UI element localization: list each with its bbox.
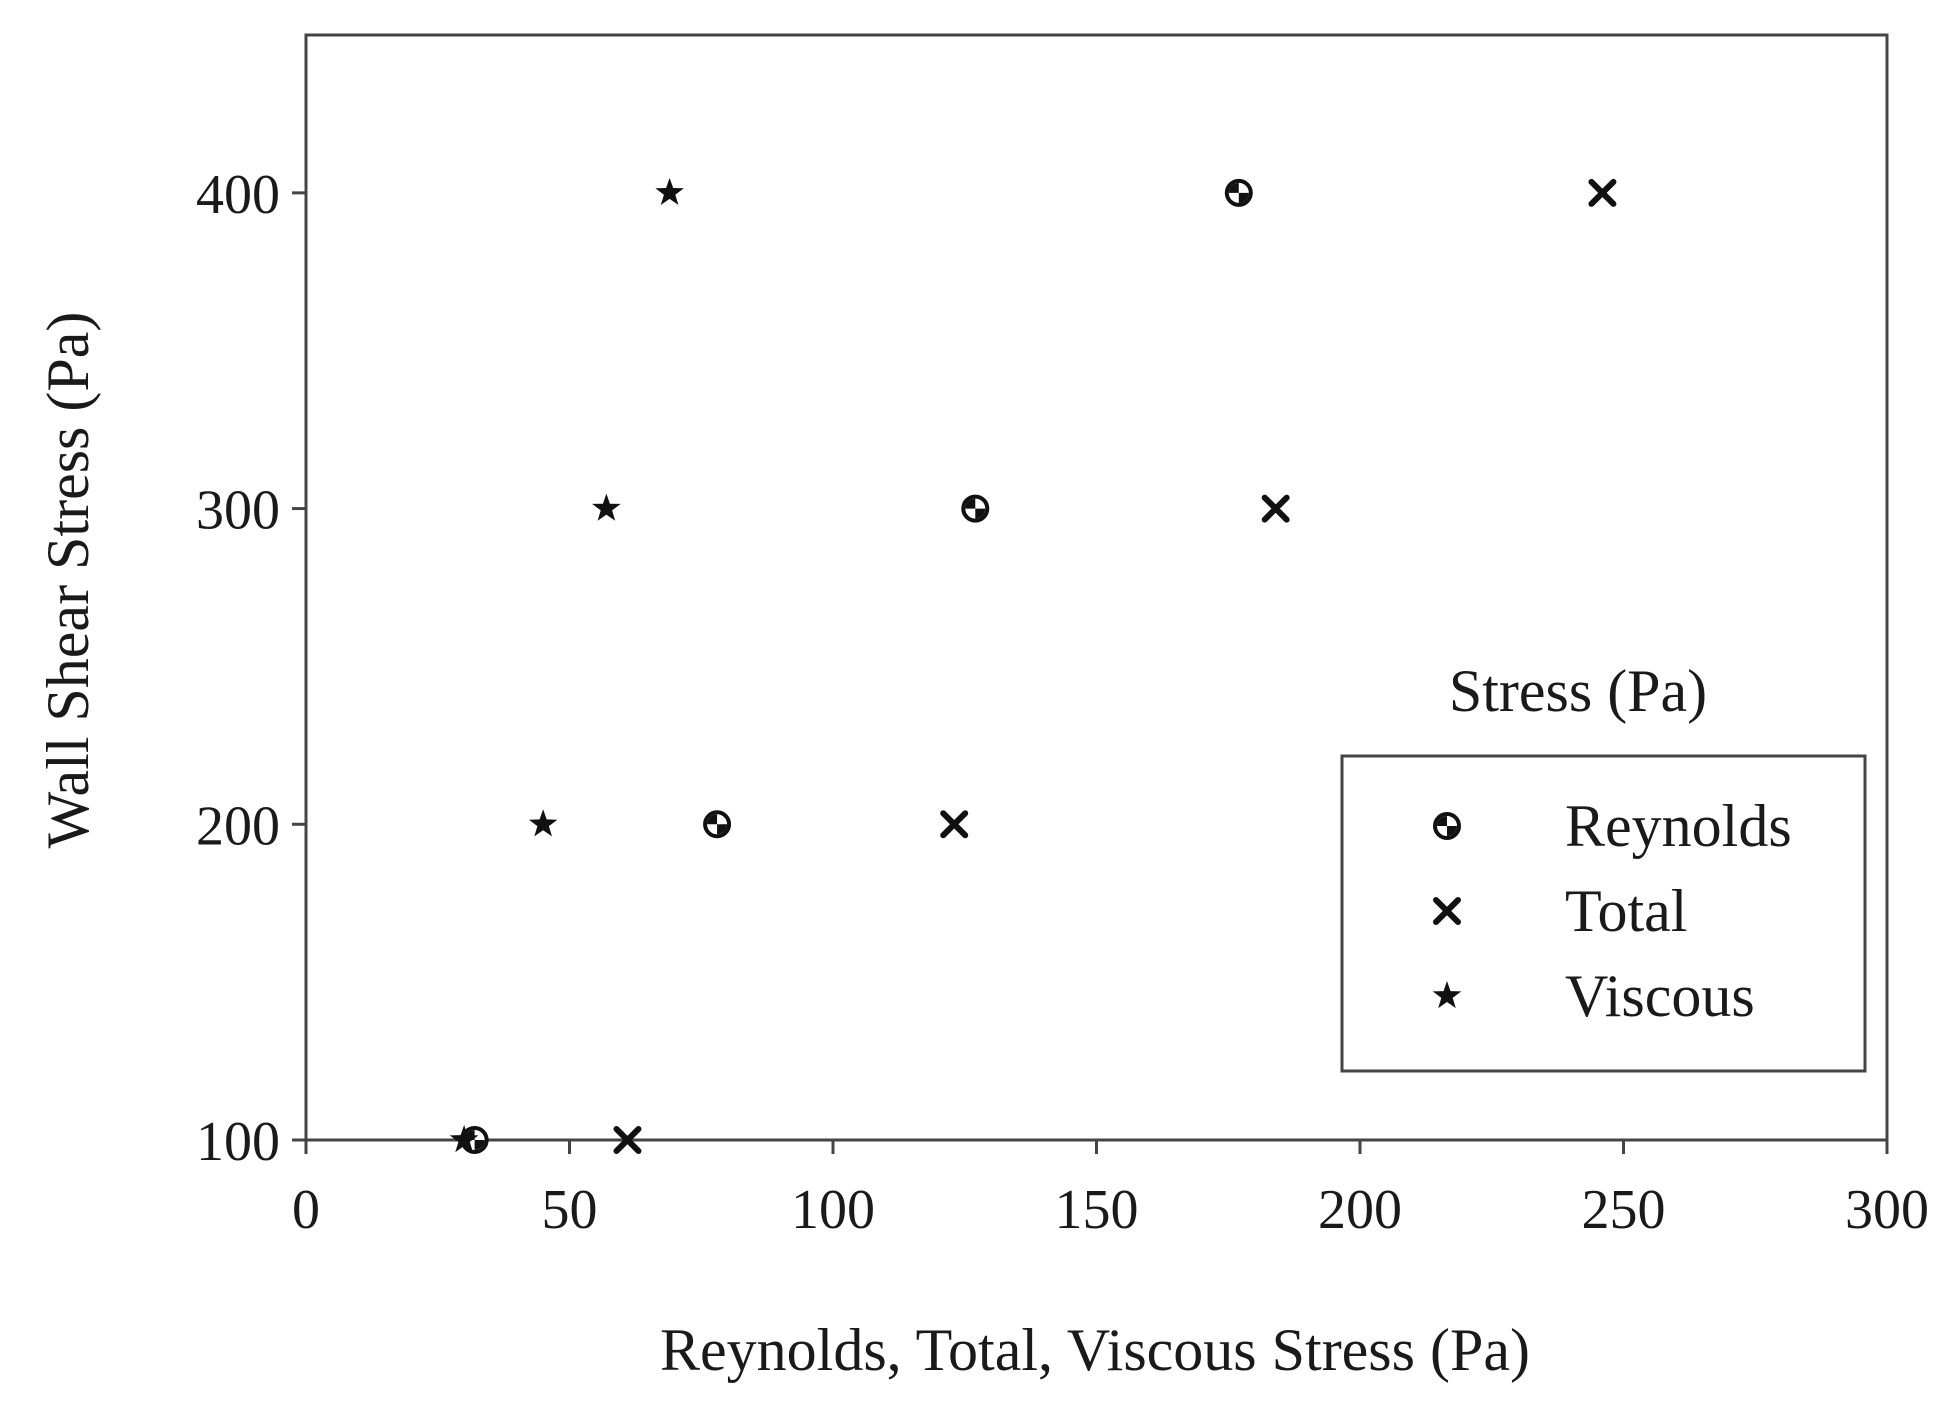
legend-title: Stress (Pa) xyxy=(1449,658,1707,724)
legend-entries: Reynolds Total Viscous xyxy=(1432,793,1792,1029)
x-stroke xyxy=(613,1126,642,1154)
series-total xyxy=(613,178,1617,1154)
data-point-reynolds xyxy=(1224,178,1253,207)
data-point-total xyxy=(1261,494,1290,523)
star-shape xyxy=(1432,981,1462,1009)
circle-shade xyxy=(1228,182,1239,193)
data-point-viscous xyxy=(528,809,558,837)
data-point-total xyxy=(1588,178,1617,207)
x-stroke xyxy=(1261,494,1290,523)
y-tick-label: 300 xyxy=(196,480,280,542)
legend: Stress (Pa) Reynolds Total Viscous xyxy=(1340,658,1867,1073)
star-shape xyxy=(528,809,558,837)
y-tick-label: 200 xyxy=(196,795,280,857)
circle-shade xyxy=(1437,816,1447,826)
circle-shade xyxy=(474,1140,485,1150)
x-stroke xyxy=(940,810,969,839)
data-point-total xyxy=(940,810,969,839)
data-points xyxy=(449,177,1617,1154)
circle-shade xyxy=(975,508,986,519)
data-point-reynolds xyxy=(703,810,732,839)
legend-label-viscous: Viscous xyxy=(1565,963,1755,1029)
x-tick-label: 50 xyxy=(542,1179,598,1241)
x-tick-label: 0 xyxy=(292,1179,320,1241)
legend-marker-viscous xyxy=(1432,981,1462,1009)
data-point-viscous xyxy=(655,177,684,205)
star-shape xyxy=(592,493,621,521)
y-tick-label: 400 xyxy=(196,164,280,226)
legend-label-reynolds: Reynolds xyxy=(1565,793,1792,859)
x-tick-label: 250 xyxy=(1582,1179,1666,1241)
data-point-viscous xyxy=(592,493,621,521)
data-point-viscous xyxy=(449,1125,479,1153)
data-point-total xyxy=(613,1126,642,1154)
y-axis-label: Wall Shear Stress (Pa) xyxy=(35,312,101,849)
legend-marker-total xyxy=(1433,897,1461,925)
circle-shade xyxy=(1238,192,1249,203)
circle-shade xyxy=(717,824,728,835)
legend-label-total: Total xyxy=(1565,878,1687,944)
axis-ticks: 0 50 100 150 200 250 300 100 200 300 400 xyxy=(196,164,1929,1241)
circle-shade xyxy=(965,498,976,509)
x-stroke xyxy=(1433,897,1461,925)
series-viscous xyxy=(449,177,684,1153)
y-tick-label: 100 xyxy=(196,1111,280,1173)
legend-box xyxy=(1340,754,1867,1073)
data-point-reynolds xyxy=(961,494,990,523)
star-shape xyxy=(655,177,684,205)
x-axis-label: Reynolds, Total, Viscous Stress (Pa) xyxy=(660,1317,1530,1383)
circle-shade xyxy=(707,814,718,825)
series-reynolds xyxy=(460,178,1253,1154)
x-stroke xyxy=(1588,178,1617,207)
x-tick-label: 200 xyxy=(1318,1179,1402,1241)
x-tick-label: 300 xyxy=(1845,1179,1929,1241)
x-tick-label: 100 xyxy=(791,1179,875,1241)
circle-shade xyxy=(1447,826,1457,836)
x-tick-label: 150 xyxy=(1055,1179,1139,1241)
legend-marker-reynolds xyxy=(1433,812,1461,840)
star-shape xyxy=(449,1125,479,1153)
